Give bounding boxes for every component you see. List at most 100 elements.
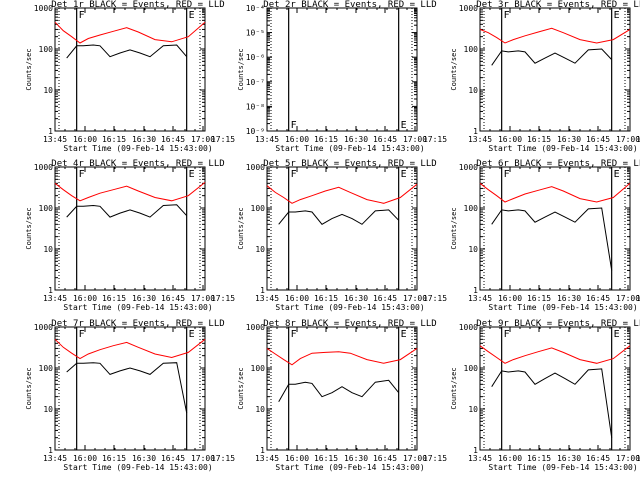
marker-label-E: E xyxy=(189,169,195,180)
x-tick-label: 17:15 xyxy=(636,294,640,303)
x-tick-label: 13:45 xyxy=(255,294,279,303)
x-tick-label: 17:15 xyxy=(423,294,447,303)
y-tick-label: 1 xyxy=(48,286,53,295)
plot-frame xyxy=(54,7,206,132)
x-tick-label: 16:15 xyxy=(314,454,338,463)
x-tick-label: 17:00 xyxy=(191,454,215,463)
x-tick-label: 16:15 xyxy=(102,454,126,463)
y-axis-label: Counts/sec xyxy=(25,48,33,90)
panel-det-7: Det 7r BLACK = Events, RED = LLD Counts/s… xyxy=(25,319,235,472)
marker-label-F: F xyxy=(291,169,297,180)
x-tick-label: 17:15 xyxy=(211,454,235,463)
series-lld-line xyxy=(479,27,631,44)
x-axis-label: Start Time (09-Feb-14 15:43:00) xyxy=(63,463,212,472)
marker-label-E: E xyxy=(401,169,407,180)
y-tick-label: 1 xyxy=(473,127,478,136)
plot-frame xyxy=(266,166,418,291)
marker-label-E: E xyxy=(189,10,195,21)
x-tick-label: 16:00 xyxy=(73,454,97,463)
series-lld-line xyxy=(54,182,206,202)
marker-label-E: E xyxy=(401,120,407,131)
panel-title: Det 4r BLACK = Events, RED = LLD xyxy=(51,159,224,169)
series-lld-line xyxy=(54,21,206,44)
x-axis-label: Start Time (09-Feb-14 15:43:00) xyxy=(275,463,424,472)
panel-title: Det 2r BLACK = Events, RED = LLD xyxy=(263,0,436,10)
series-lld-line xyxy=(479,345,631,364)
y-axis-label: Counts/sec xyxy=(237,367,245,409)
y-axis-label: Counts/sec xyxy=(450,48,458,90)
x-tick-label: 16:15 xyxy=(527,454,551,463)
y-axis-label: Counts/sec xyxy=(237,48,245,90)
x-tick-label: 16:00 xyxy=(285,294,309,303)
panel-det-3: Det 3r BLACK = Events, RED = LLD Counts/s… xyxy=(450,0,640,153)
y-tick-label: 100 xyxy=(251,204,266,213)
y-tick-label: 10 xyxy=(43,86,53,95)
marker-label-E: E xyxy=(614,329,620,340)
y-tick-label: 100 xyxy=(464,364,479,373)
x-tick-label: 16:30 xyxy=(557,454,581,463)
x-tick-label: 16:30 xyxy=(132,135,156,144)
x-tick-label: 16:45 xyxy=(161,454,185,463)
y-tick-label: 100 xyxy=(39,45,54,54)
y-axis-label: Counts/sec xyxy=(450,367,458,409)
plot-frame xyxy=(266,326,418,451)
x-tick-label: 13:45 xyxy=(468,135,492,144)
x-tick-label: 16:00 xyxy=(498,294,522,303)
x-tick-label: 17:15 xyxy=(636,454,640,463)
x-tick-label: 16:15 xyxy=(527,294,551,303)
x-axis-label: Start Time (09-Feb-14 15:43:00) xyxy=(488,144,637,153)
y-tick-label: 1000 xyxy=(459,323,478,332)
x-tick-label: 16:15 xyxy=(102,294,126,303)
series-events-line xyxy=(491,207,613,271)
series-lld-line xyxy=(266,183,418,204)
x-tick-label: 16:15 xyxy=(314,294,338,303)
panel-title: Det 8r BLACK = Events, RED = LLD xyxy=(263,319,436,329)
plot-frame xyxy=(54,326,206,451)
x-tick-label: 16:45 xyxy=(161,294,185,303)
y-tick-label: 1000 xyxy=(459,163,478,172)
x-axis-label: Start Time (09-Feb-14 15:43:00) xyxy=(275,303,424,312)
y-tick-label: 10⁻⁵ xyxy=(246,29,265,38)
x-tick-label: 16:30 xyxy=(344,294,368,303)
x-tick-label: 16:00 xyxy=(285,454,309,463)
marker-label-F: F xyxy=(79,329,85,340)
x-tick-label: 16:30 xyxy=(132,454,156,463)
x-tick-label: 17:00 xyxy=(616,135,640,144)
x-tick-label: 16:00 xyxy=(73,135,97,144)
y-tick-label: 1 xyxy=(473,286,478,295)
y-tick-label: 1 xyxy=(260,286,265,295)
y-tick-label: 1000 xyxy=(459,4,478,13)
panel-det-9: Det 9r BLACK = Events, RED = LLD Counts/s… xyxy=(450,319,640,472)
x-tick-label: 16:30 xyxy=(344,135,368,144)
panel-det-8: Det 8r BLACK = Events, RED = LLD Counts/s… xyxy=(237,319,447,472)
plot-frame xyxy=(479,166,631,291)
x-tick-label: 17:00 xyxy=(403,454,427,463)
panel-det-2: Det 2r BLACK = Events, RED = LLD Counts/s… xyxy=(237,0,447,153)
x-tick-label: 13:45 xyxy=(43,294,67,303)
panel-det-1: Det 1r BLACK = Events, RED = LLD Counts/s… xyxy=(25,0,235,153)
y-tick-label: 100 xyxy=(39,364,54,373)
x-tick-label: 13:45 xyxy=(43,454,67,463)
x-tick-label: 17:00 xyxy=(191,135,215,144)
y-tick-label: 1000 xyxy=(34,163,53,172)
x-tick-label: 16:45 xyxy=(373,294,397,303)
y-axis-label: Counts/sec xyxy=(25,367,33,409)
x-tick-label: 17:15 xyxy=(636,135,640,144)
marker-label-F: F xyxy=(291,329,297,340)
x-tick-label: 17:00 xyxy=(403,135,427,144)
y-tick-label: 10⁻⁸ xyxy=(246,102,265,111)
plot-frame xyxy=(479,326,631,451)
y-tick-label: 10 xyxy=(468,245,478,254)
panel-title: Det 6r BLACK = Events, RED = LLD xyxy=(476,159,640,169)
series-events-line xyxy=(491,368,613,438)
panel-title: Det 9r BLACK = Events, RED = LLD xyxy=(476,319,640,329)
y-tick-label: 10 xyxy=(255,405,265,414)
x-tick-label: 16:30 xyxy=(132,294,156,303)
x-tick-label: 17:00 xyxy=(616,294,640,303)
x-tick-label: 16:15 xyxy=(314,135,338,144)
x-tick-label: 16:30 xyxy=(344,454,368,463)
y-axis-label: Counts/sec xyxy=(25,207,33,249)
x-tick-label: 16:00 xyxy=(73,294,97,303)
x-tick-label: 16:45 xyxy=(373,135,397,144)
